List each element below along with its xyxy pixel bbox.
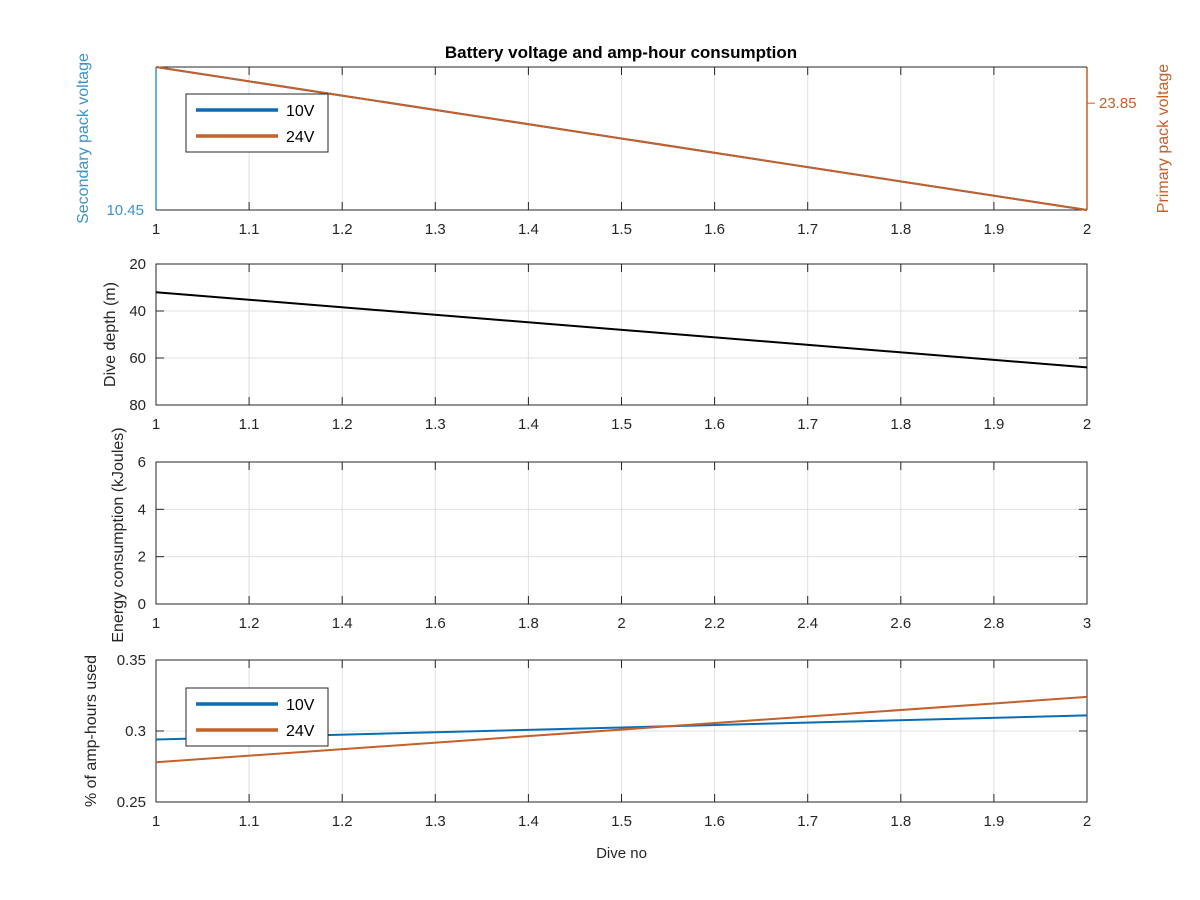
y-tick-label: 20 [129,256,146,273]
x-tick-label: 1.5 [611,416,632,433]
right-axis-label: Primary pack voltage [1155,64,1172,213]
x-tick-label: 1.4 [518,416,539,433]
y-tick-label: 0 [138,596,146,613]
x-tick-label: 1.6 [704,416,725,433]
y-tick-label: 0.35 [117,652,146,669]
x-tick-label: 1.8 [890,221,911,238]
y-axis-label: Energy consumption (kJoules) [110,427,127,642]
x-tick-label: 1.8 [890,813,911,830]
right-tick-label: 23.85 [1099,95,1137,112]
axes-depth: 1 1.1 1.2 1.3 1.4 1.5 1.6 1.7 1.8 1.9 2 20 40 60 80 Div… [102,256,1091,433]
x-tick-label: 1.7 [797,416,818,433]
x-tick-label: 1.3 [425,813,446,830]
x-tick-label: 1.8 [518,615,539,632]
x-tick-label: 1.2 [332,416,353,433]
axes-voltage: 1 1.1 1.2 1.3 1.4 1.5 1.6 1.7 1.8 1.9 2 10.45 23.85 S… [75,53,1172,238]
x-tick-label: 2.8 [983,615,1004,632]
x-tick-label: 1 [152,813,160,830]
x-tick-label: 2 [617,615,625,632]
charts-group: 1 1.1 1.2 1.3 1.4 1.5 1.6 1.7 1.8 1.9 2 10.45 23.85 S… [75,53,1172,862]
legend-label: 24V [286,723,315,740]
y-tick-label: 2 [138,549,146,566]
y-tick-label: 4 [138,501,146,518]
legend-label: 24V [286,129,315,146]
x-tick-label: 1.4 [518,221,539,238]
axes-box [155,263,1088,406]
y-tick-label: 0.3 [125,723,146,740]
axes-amphours: 1 1.1 1.2 1.3 1.4 1.5 1.6 1.7 1.8 1.9 2 0.25 0.3 0.35… [83,652,1091,862]
series-line [155,291,1088,369]
y-tick-label: 6 [138,454,146,471]
x-tick-label: 2 [1083,416,1091,433]
x-tick-label: 1.1 [239,813,260,830]
y-tick-label: 40 [129,303,146,320]
axes-box [155,461,1088,605]
x-tick-label: 1.3 [425,221,446,238]
y-tick-label: 0.25 [117,794,146,811]
x-tick-label: 2 [1083,221,1091,238]
x-tick-label: 3 [1083,615,1091,632]
x-tick-label: 1.2 [239,615,260,632]
x-tick-label: 1.4 [332,615,353,632]
legend-label: 10V [286,103,315,120]
y-axis-label: % of amp-hours used [83,655,100,807]
x-tick-label: 1.2 [332,813,353,830]
axes-energy: 1 1.2 1.4 1.6 1.8 2 2.2 2.4 2.6 2.8 3 0 2 4 6 Energy co… [110,427,1091,642]
x-tick-label: 1.3 [425,416,446,433]
x-tick-label: 1.4 [518,813,539,830]
x-tick-label: 2.6 [890,615,911,632]
x-tick-label: 2.4 [797,615,818,632]
x-tick-label: 1.7 [797,813,818,830]
legend-box [185,687,329,747]
x-tick-label: 1.5 [611,221,632,238]
axes-box [155,659,1088,803]
x-tick-label: 1.6 [425,615,446,632]
y-tick-label: 60 [129,350,146,367]
x-tick-label: 2 [1083,813,1091,830]
figure-title: Battery voltage and amp-hour consumption [445,43,797,62]
x-tick-label: 1.6 [704,813,725,830]
x-tick-label: 1.1 [239,416,260,433]
x-axis-label: Dive no [596,845,647,862]
x-tick-label: 1.1 [239,221,260,238]
x-tick-label: 1 [152,416,160,433]
x-tick-label: 1.9 [983,813,1004,830]
x-tick-label: 1.9 [983,221,1004,238]
x-tick-label: 1.5 [611,813,632,830]
x-tick-label: 1.8 [890,416,911,433]
x-tick-label: 1.6 [704,221,725,238]
y-tick-label: 80 [129,397,146,414]
series-line-24V [155,695,1088,764]
x-tick-label: 1 [152,615,160,632]
legend: 10V 24V [185,93,329,153]
legend: 10V 24V [185,687,329,747]
x-tick-label: 1.7 [797,221,818,238]
legend-label: 10V [286,697,315,714]
left-tick-label: 10.45 [106,202,144,219]
x-tick-label: 1.2 [332,221,353,238]
legend-box [185,93,329,153]
x-tick-label: 1 [152,221,160,238]
y-axis-label: Dive depth (m) [102,282,119,387]
x-tick-label: 1.9 [983,416,1004,433]
x-tick-label: 2.2 [704,615,725,632]
series-line-24V [155,66,1088,211]
left-axis-label: Secondary pack voltage [75,53,92,224]
